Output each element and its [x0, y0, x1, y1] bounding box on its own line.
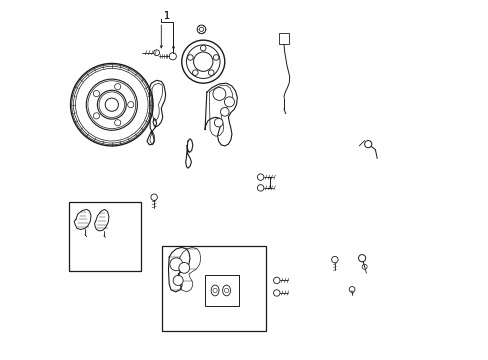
Circle shape: [220, 108, 228, 116]
Bar: [278, 33, 288, 44]
Circle shape: [213, 55, 219, 60]
Circle shape: [192, 70, 198, 76]
Circle shape: [257, 185, 264, 191]
Circle shape: [153, 50, 159, 55]
Circle shape: [169, 258, 183, 271]
Circle shape: [224, 97, 234, 107]
Bar: [69, 202, 141, 271]
Circle shape: [358, 255, 365, 262]
Circle shape: [200, 45, 205, 51]
Bar: [162, 246, 265, 330]
Circle shape: [208, 70, 214, 76]
Circle shape: [257, 174, 264, 180]
Circle shape: [187, 55, 193, 60]
Bar: [204, 275, 239, 306]
Circle shape: [273, 277, 280, 284]
Circle shape: [151, 194, 157, 201]
Text: 1: 1: [164, 11, 170, 21]
Circle shape: [212, 288, 217, 293]
Circle shape: [197, 25, 205, 34]
Circle shape: [273, 290, 280, 296]
Circle shape: [179, 262, 189, 273]
Circle shape: [212, 87, 225, 100]
Circle shape: [182, 40, 224, 83]
Circle shape: [224, 288, 228, 293]
Circle shape: [173, 275, 183, 285]
Circle shape: [348, 287, 354, 292]
Text: 1: 1: [164, 11, 170, 21]
Circle shape: [331, 256, 337, 263]
Circle shape: [364, 140, 371, 148]
Circle shape: [214, 118, 223, 127]
Circle shape: [169, 53, 176, 60]
